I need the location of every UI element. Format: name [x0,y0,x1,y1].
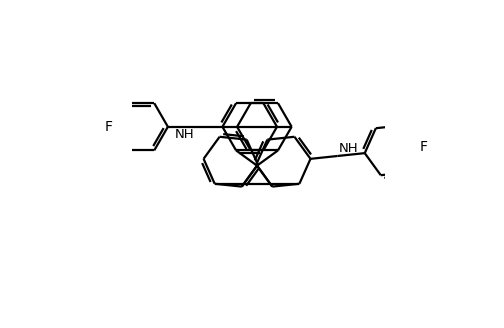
Text: NH: NH [339,142,358,155]
Text: NH: NH [174,128,194,141]
Text: F: F [104,120,112,134]
Text: F: F [420,140,428,154]
